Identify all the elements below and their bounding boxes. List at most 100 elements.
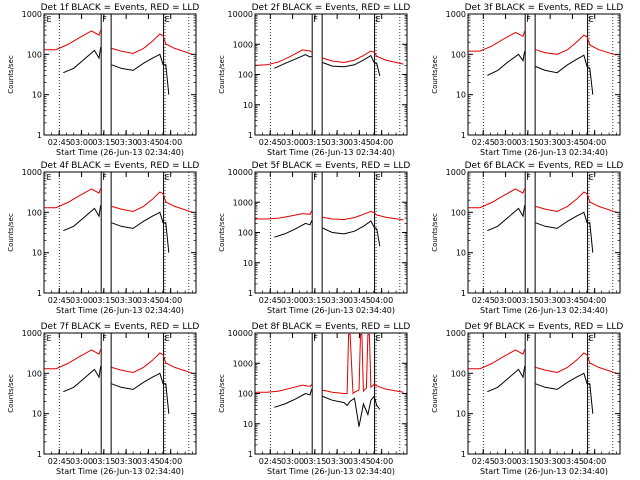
- series-lld: [255, 333, 404, 395]
- x-axis-label: Start Time (26-Jun-13 02:34:40): [56, 467, 184, 476]
- panel-title: Det 8f BLACK = Events, RED = LLD: [252, 322, 411, 332]
- x-tick-label: 02:45: [48, 296, 71, 305]
- y-axis-label: Counts/sec: [218, 213, 226, 252]
- marker-label: E: [376, 334, 381, 343]
- x-tick-label: 03:00: [70, 457, 93, 466]
- marker-label: E: [376, 173, 381, 182]
- x-tick-label: 04:00: [370, 138, 393, 147]
- panel-det-1: Det 1f BLACK = Events, RED = LLD E F E 1 10 10…: [7, 3, 199, 157]
- x-tick-label: 03:30: [326, 138, 349, 147]
- marker-label: E: [589, 15, 594, 24]
- y-tick-label: 100: [451, 50, 466, 59]
- series-events: [487, 205, 594, 253]
- y-tick-label: 1: [248, 131, 253, 140]
- x-tick-label: 03:15: [303, 138, 326, 147]
- y-tick-label: 10: [456, 410, 466, 419]
- x-tick-label: 03:00: [281, 296, 304, 305]
- y-axis-label: Counts/sec: [431, 374, 439, 413]
- y-axis-label: Counts/sec: [7, 374, 15, 413]
- y-tick-label: 10000: [228, 168, 253, 177]
- y-tick-label: 10000: [228, 329, 253, 338]
- y-tick-label: 10: [243, 259, 253, 268]
- series-events: [63, 47, 170, 95]
- series-lld: [255, 210, 404, 221]
- x-axis-label: Start Time (26-Jun-13 02:34:40): [267, 148, 395, 157]
- y-tick-label: 100: [27, 50, 42, 59]
- panel-det-6: Det 6f BLACK = Events, RED = LLD F E 1 10 100…: [431, 161, 623, 315]
- series-lld: [44, 187, 193, 213]
- x-tick-label: 03:30: [326, 296, 349, 305]
- y-tick-label: 100: [451, 208, 466, 217]
- x-tick-label: 03:45: [137, 138, 160, 147]
- y-tick-label: 1000: [446, 168, 466, 177]
- x-tick-label: 04:00: [583, 138, 606, 147]
- y-tick-label: 10: [32, 91, 42, 100]
- axes-frame: [467, 171, 621, 294]
- y-tick-label: 1000: [446, 329, 466, 338]
- x-tick-label: 02:45: [48, 138, 71, 147]
- y-tick-label: 100: [238, 229, 253, 238]
- panel-det-4: Det 4f BLACK = Events, RED = LLD E F E 1 10 10…: [7, 161, 199, 315]
- y-tick-label: 10000: [228, 10, 253, 19]
- axes-frame: [467, 13, 621, 136]
- x-axis-label: Start Time (26-Jun-13 02:34:40): [56, 148, 184, 157]
- y-tick-label: 1: [37, 450, 42, 459]
- y-tick-label: 1000: [233, 198, 253, 207]
- panel-title: Det 4f BLACK = Events, RED = LLD: [41, 161, 200, 171]
- y-tick-label: 10: [456, 91, 466, 100]
- marker-label: F: [526, 15, 531, 24]
- y-axis-label: Counts/sec: [218, 374, 226, 413]
- y-tick-label: 10: [243, 420, 253, 429]
- x-tick-label: 03:15: [92, 457, 115, 466]
- y-tick-label: 10: [32, 249, 42, 258]
- x-axis-label: Start Time (26-Jun-13 02:34:40): [267, 306, 395, 315]
- panel-title: Det 2f BLACK = Events, RED = LLD: [252, 3, 411, 13]
- x-tick-label: 02:45: [48, 457, 71, 466]
- series-lld: [468, 348, 617, 374]
- marker-label: E: [165, 173, 170, 182]
- marker-label: E: [589, 334, 594, 343]
- x-tick-label: 04:00: [583, 457, 606, 466]
- marker-label: E: [165, 15, 170, 24]
- marker-label: F: [102, 173, 107, 182]
- x-tick-label: 03:00: [70, 138, 93, 147]
- axes-frame: [43, 332, 197, 455]
- x-tick-label: 03:15: [303, 457, 326, 466]
- x-tick-label: 03:00: [494, 138, 517, 147]
- x-tick-label: 03:15: [92, 138, 115, 147]
- panel-det-5: Det 5f BLACK = Events, RED = LLD F E 1 10 100…: [218, 161, 410, 315]
- y-tick-label: 1: [37, 131, 42, 140]
- x-tick-label: 04:00: [159, 138, 182, 147]
- panel-det-9: Det 9f BLACK = Events, RED = LLD F E 1 10 100…: [431, 322, 623, 476]
- x-tick-label: 02:45: [259, 296, 282, 305]
- series-lld: [44, 348, 193, 374]
- marker-label: E: [165, 334, 170, 343]
- x-tick-label: 03:15: [92, 296, 115, 305]
- x-axis-label: Start Time (26-Jun-13 02:34:40): [480, 467, 608, 476]
- panel-det-3: Det 3f BLACK = Events, RED = LLD F E 1 10 100…: [431, 3, 623, 157]
- x-tick-label: 03:30: [326, 457, 349, 466]
- x-axis-label: Start Time (26-Jun-13 02:34:40): [480, 306, 608, 315]
- y-tick-label: 1000: [233, 359, 253, 368]
- x-tick-label: 03:15: [303, 296, 326, 305]
- series-lld: [44, 29, 193, 55]
- y-tick-label: 1000: [22, 168, 42, 177]
- y-axis-label: Counts/sec: [218, 55, 226, 94]
- y-tick-label: 1: [248, 450, 253, 459]
- y-axis-label: Counts/sec: [7, 55, 15, 94]
- marker-label: F: [526, 334, 531, 343]
- x-tick-label: 03:45: [137, 457, 160, 466]
- x-axis-label: Start Time (26-Jun-13 02:34:40): [267, 467, 395, 476]
- series-events: [63, 205, 170, 253]
- axes-frame: [43, 171, 197, 294]
- series-events: [274, 54, 381, 77]
- panel-title: Det 7f BLACK = Events, RED = LLD: [41, 322, 200, 332]
- y-tick-label: 1000: [22, 329, 42, 338]
- x-tick-label: 02:45: [259, 457, 282, 466]
- series-lld: [468, 30, 617, 56]
- y-tick-label: 1000: [233, 40, 253, 49]
- y-tick-label: 100: [451, 369, 466, 378]
- x-tick-label: 04:00: [159, 296, 182, 305]
- panel-title: Det 5f BLACK = Events, RED = LLD: [252, 161, 411, 171]
